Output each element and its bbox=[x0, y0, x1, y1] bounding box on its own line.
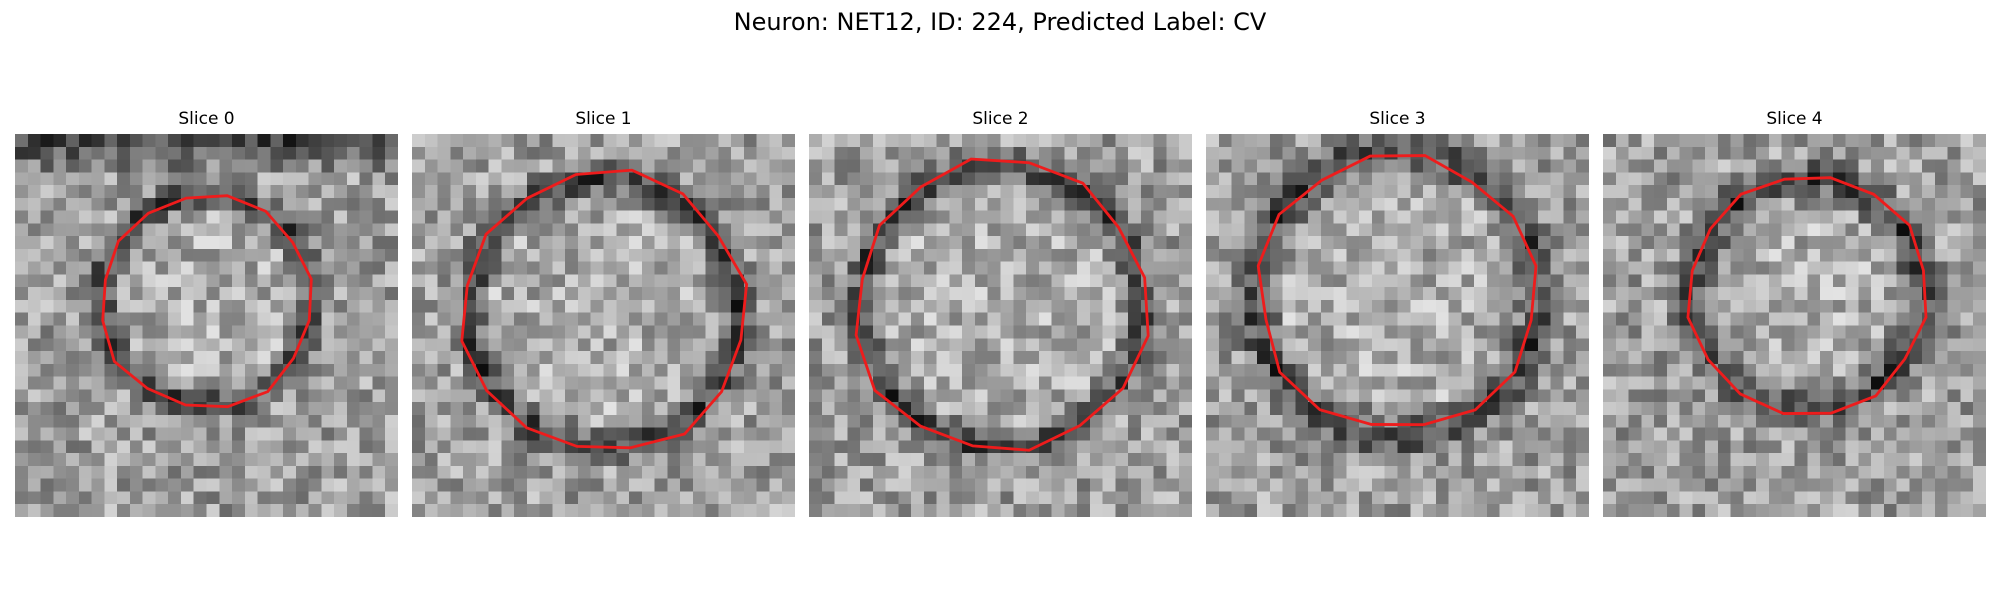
segmentation-contour bbox=[1256, 154, 1538, 427]
slice-image bbox=[15, 134, 398, 517]
grayscale-slice-image bbox=[412, 134, 795, 517]
segmentation-contour bbox=[854, 157, 1150, 452]
slice-title: Slice 3 bbox=[1369, 109, 1426, 129]
slice-panel-4: Slice 4 bbox=[1603, 108, 1986, 517]
slice-image bbox=[412, 134, 795, 517]
slice-panel-1: Slice 1 bbox=[412, 108, 795, 517]
figure-title: Neuron: NET12, ID: 224, Predicted Label:… bbox=[733, 8, 1267, 36]
grayscale-slice-image bbox=[1206, 134, 1589, 517]
slice-image bbox=[1603, 134, 1986, 517]
segmentation-contour bbox=[1686, 176, 1928, 415]
slice-panel-2: Slice 2 bbox=[809, 108, 1192, 517]
segmentation-contour bbox=[101, 194, 313, 409]
slice-title: Slice 4 bbox=[1766, 109, 1823, 129]
slice-title: Slice 1 bbox=[575, 109, 632, 129]
grayscale-slice-image bbox=[1603, 134, 1986, 517]
slice-title: Slice 0 bbox=[178, 109, 235, 129]
slice-panel-0: Slice 0 bbox=[15, 108, 398, 517]
grayscale-slice-image bbox=[809, 134, 1192, 517]
slice-image bbox=[1206, 134, 1589, 517]
segmentation-contour bbox=[460, 168, 749, 450]
slice-panel-3: Slice 3 bbox=[1206, 108, 1589, 517]
slice-title: Slice 2 bbox=[972, 109, 1029, 129]
slice-image bbox=[809, 134, 1192, 517]
grayscale-slice-image bbox=[15, 134, 398, 517]
